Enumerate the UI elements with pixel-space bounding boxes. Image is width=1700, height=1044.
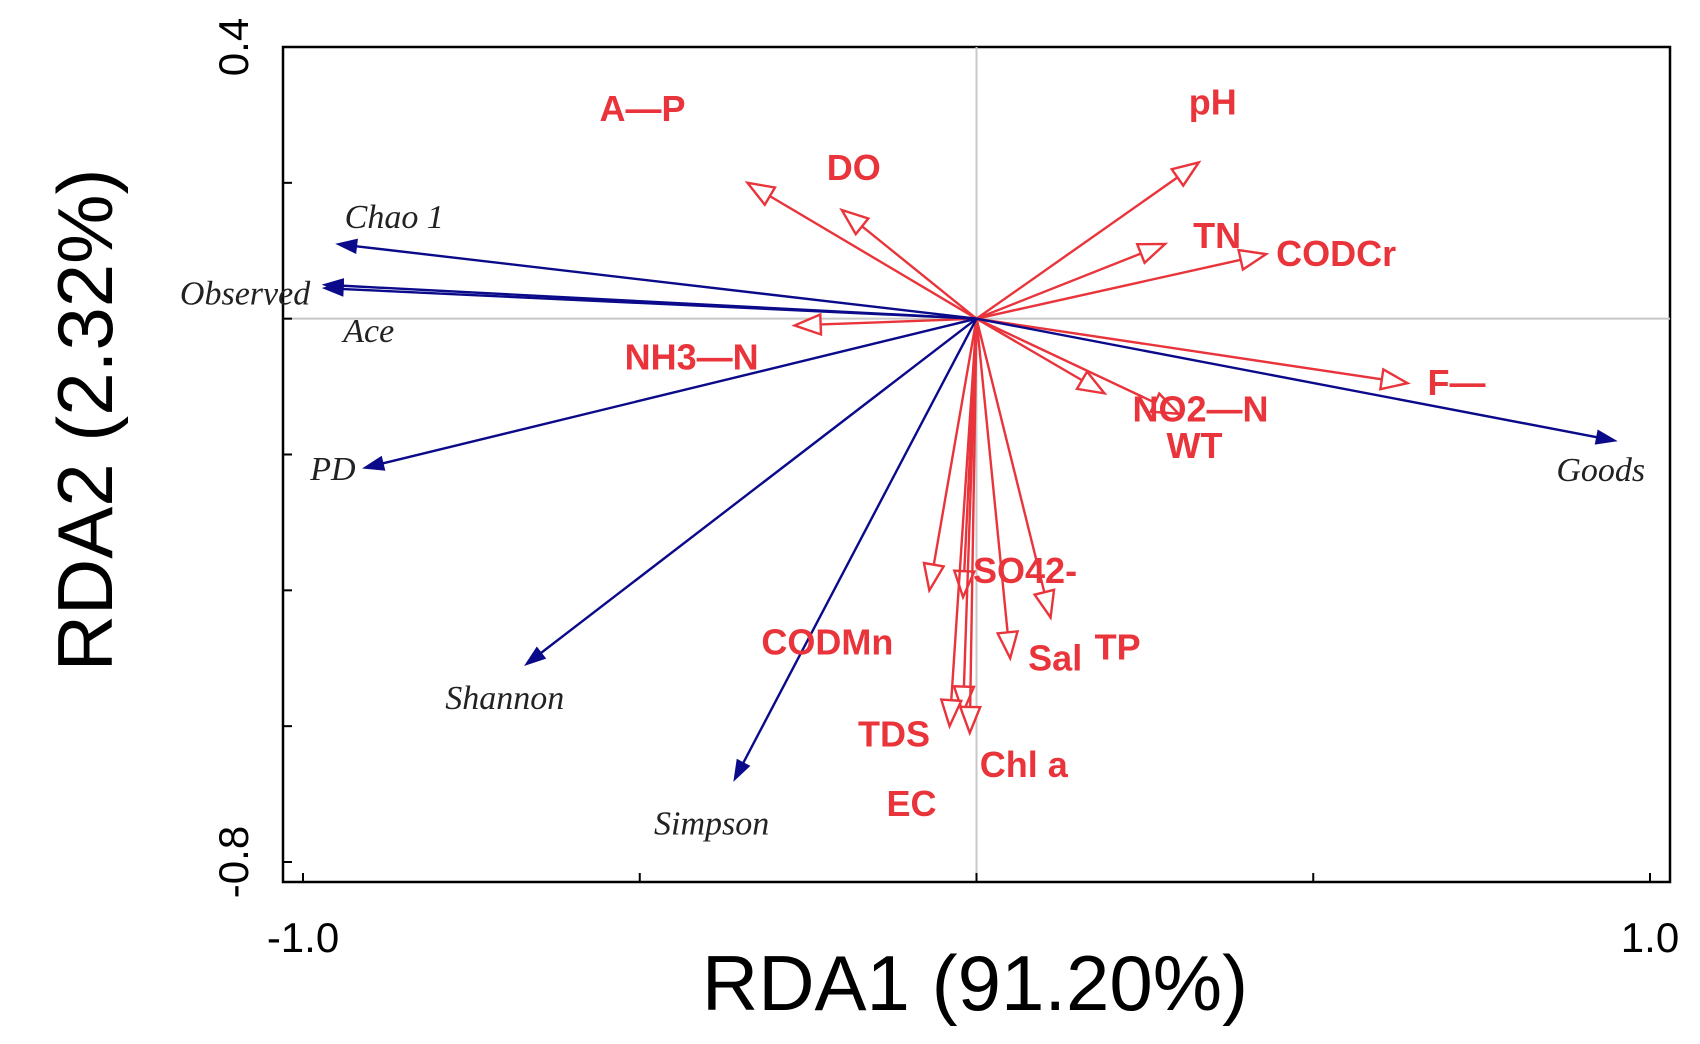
env-arrow-head	[1237, 248, 1270, 272]
env-vector-wt	[975, 317, 1182, 416]
env-vector-tn	[976, 242, 1169, 320]
env-label-no2-n: NO2—N	[1132, 388, 1268, 429]
env-arrow-line	[975, 318, 1009, 633]
env-arrow-head	[952, 684, 976, 716]
species-vector-goods	[976, 317, 1618, 445]
env-arrow-line	[932, 318, 978, 565]
y-tick-label: -0.8	[210, 826, 257, 898]
env-label-nh3-n: NH3—N	[625, 336, 759, 377]
species-arrow-line	[382, 317, 977, 465]
species-vector-shannon	[524, 317, 978, 666]
species-arrow-head	[321, 281, 345, 297]
env-arrow-line	[968, 318, 978, 707]
env-label-ec: EC	[887, 783, 937, 824]
env-arrow-line	[976, 317, 1383, 381]
species-label-ace: Ace	[341, 313, 394, 350]
species-arrow-head	[362, 455, 386, 471]
env-label-chl-a: Chl a	[980, 744, 1069, 785]
env-arrow-head	[1075, 369, 1108, 396]
species-arrow-head	[524, 646, 547, 666]
zero-lines	[283, 47, 1670, 882]
env-vector-sal	[975, 318, 1020, 662]
species-vector-chao-1	[335, 238, 977, 320]
species-arrow-line	[540, 317, 978, 654]
env-arrow-head	[791, 312, 823, 337]
species-vector-ace	[321, 281, 977, 320]
species-vector-pd	[362, 317, 977, 471]
species-label-pd: PD	[309, 451, 356, 488]
env-label-ph: pH	[1189, 81, 1237, 122]
env-arrow-line	[976, 252, 1142, 320]
env-arrow-line	[861, 225, 978, 320]
env-arrow-head	[1135, 242, 1169, 265]
vector-labels: A—P DO pH TN CODCr NH3—N NO2—NWT F— CODMn SO42- TP…	[180, 81, 1645, 842]
species-arrow-line	[356, 245, 977, 320]
env-label-a-p: A—P	[600, 88, 686, 129]
env-vector-a-p	[744, 181, 978, 320]
y-axis-title: RDA2 (2.32%)	[41, 169, 129, 672]
env-arrow-line	[976, 258, 1241, 320]
env-label-do: DO	[827, 147, 881, 188]
env-arrow-head	[922, 561, 946, 594]
species-label-simpson: Simpson	[654, 806, 769, 843]
species-arrow-head	[1594, 429, 1618, 445]
env-label-sal: Sal	[1028, 637, 1082, 678]
env-vector-codcr	[976, 248, 1270, 320]
environment-vectors	[744, 160, 1411, 737]
env-vector-tp	[975, 318, 1056, 621]
species-vectors	[321, 238, 1618, 782]
env-arrow-line	[769, 195, 978, 320]
species-arrow-line	[343, 287, 977, 320]
env-label-codmn: CODMn	[761, 621, 893, 662]
species-label-shannon: Shannon	[445, 680, 564, 717]
env-vector-no2-n	[975, 317, 1108, 396]
env-arrow-head	[995, 630, 1020, 662]
env-label-so42: SO42-	[973, 550, 1077, 591]
species-label-observed: Observed	[180, 276, 311, 313]
env-arrow-head	[939, 698, 964, 730]
env-arrow-line	[975, 317, 1156, 404]
x-tick-label: -1.0	[267, 914, 339, 961]
env-arrow-head	[1032, 588, 1056, 621]
env-arrow-line	[975, 317, 1083, 382]
env-arrow-line	[950, 318, 978, 701]
env-vector-ec	[939, 318, 978, 730]
env-arrow-head	[958, 705, 982, 737]
env-vector-chl-a	[958, 318, 982, 737]
species-arrow-line	[742, 318, 978, 764]
env-vector-nh3-n	[791, 312, 977, 337]
env-arrow-head	[1378, 367, 1411, 391]
env-arrow-head	[744, 181, 777, 207]
species-vector-simpson	[733, 318, 978, 782]
species-arrow-line	[976, 317, 1597, 439]
env-label-tp: TP	[1095, 627, 1141, 668]
species-label-chao-1: Chao 1	[345, 199, 444, 236]
env-arrow-head	[1169, 160, 1202, 188]
x-tick-label: 1.0	[1621, 914, 1679, 961]
species-arrow-head	[733, 758, 751, 782]
env-arrow-line	[975, 176, 1179, 320]
env-label-f: F—	[1428, 362, 1486, 403]
species-label-goods: Goods	[1556, 452, 1645, 489]
env-vector-f	[976, 317, 1411, 391]
env-arrow-head	[839, 207, 871, 237]
y-tick-label: 0.4	[210, 18, 257, 76]
env-label-tn: TN	[1193, 215, 1241, 256]
env-arrow-head	[1148, 391, 1182, 416]
env-label-tds: TDS	[858, 714, 930, 755]
env-arrow-line	[975, 318, 1046, 593]
env-label-codcr: CODCr	[1276, 233, 1396, 274]
env-vector-codmn	[922, 318, 978, 594]
env-vector-ph	[975, 160, 1202, 320]
species-vector-observed	[321, 278, 977, 320]
x-axis-title: RDA1 (91.20%)	[702, 939, 1248, 1027]
env-vector-do	[839, 207, 978, 320]
env-arrow-line	[820, 317, 977, 326]
axis-ticks: -1.0 1.0 0.4 -0.8	[210, 18, 1679, 961]
env-label-wt: WT	[1167, 425, 1223, 466]
species-arrow-head	[335, 238, 358, 254]
